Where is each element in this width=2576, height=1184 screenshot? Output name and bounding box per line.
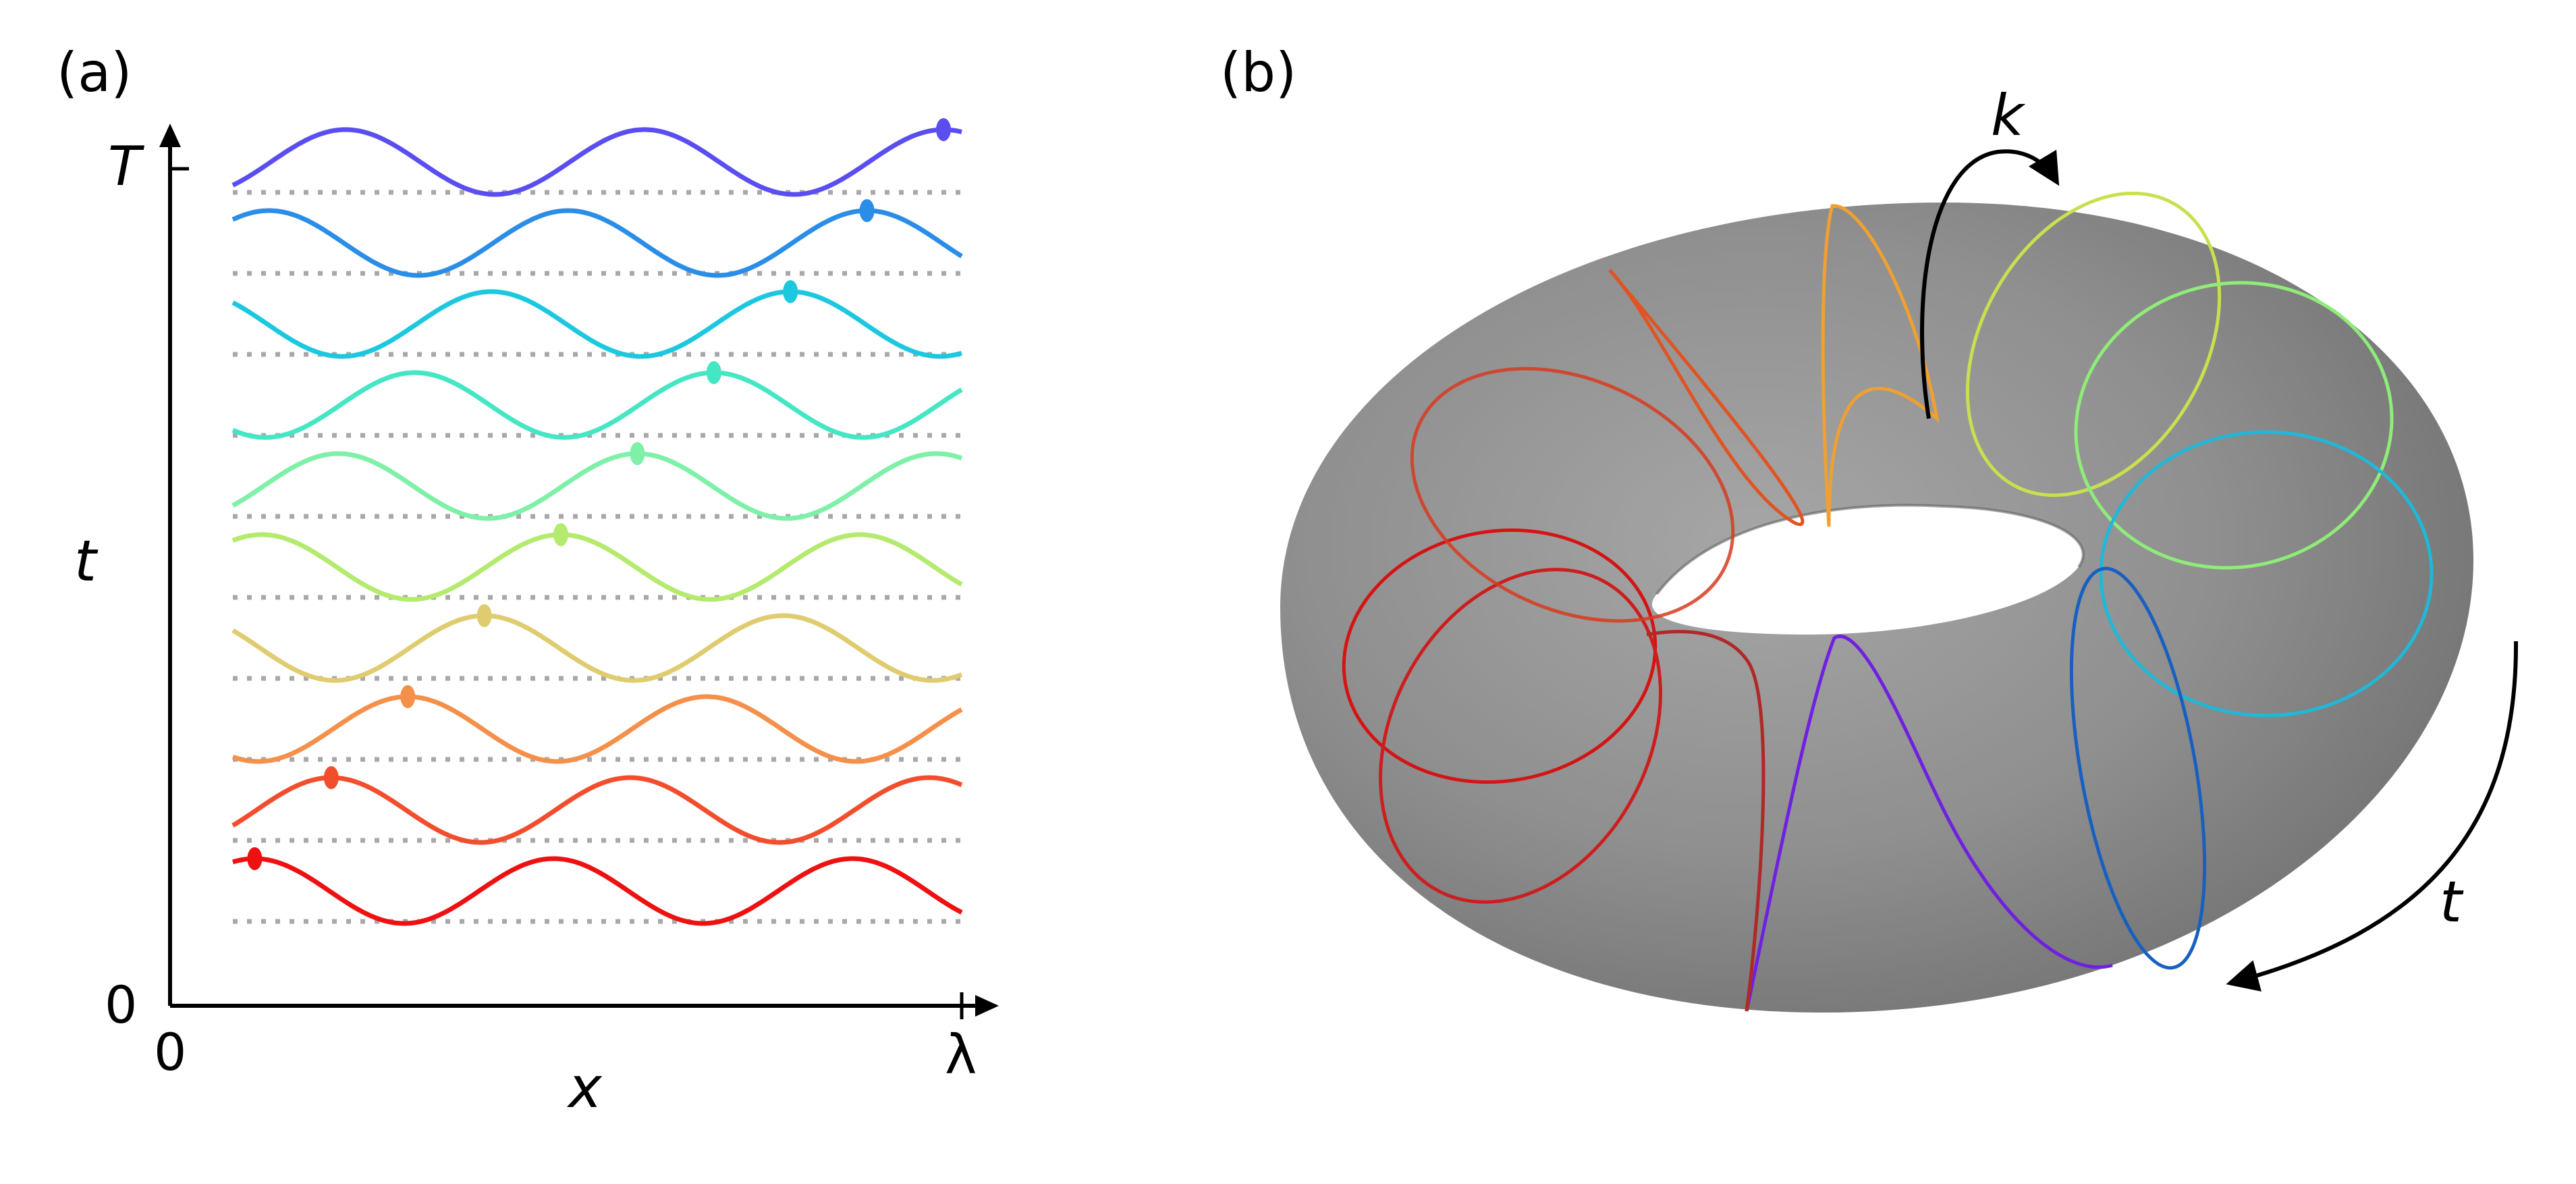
panel-b: (b) k t [1220, 41, 2519, 1013]
wave-curve [231, 532, 963, 602]
loop-3 [1410, 367, 1735, 623]
loop-2 [1379, 568, 1662, 904]
wave-curve [231, 208, 963, 278]
loop-8 [2099, 430, 2434, 718]
loop-7 [2074, 281, 2394, 570]
k-arrow [1920, 149, 2060, 419]
t-arrow [2226, 641, 2519, 992]
loop-6 [1965, 191, 2222, 497]
wave-marker [706, 361, 721, 384]
y-axis-label: t [74, 528, 99, 594]
x-tick-left-label: 0 [154, 1022, 186, 1082]
wave-marker [936, 118, 951, 141]
wave-marker [476, 604, 492, 627]
wave-curve [231, 856, 963, 926]
wave-curve [231, 370, 963, 440]
wave-group [231, 118, 963, 926]
wave-curve [231, 613, 963, 683]
panel-b-label: (b) [1220, 41, 1296, 104]
loop-5 [1821, 204, 1940, 527]
loop-4 [1608, 269, 1805, 527]
wave-curve [231, 451, 963, 521]
x-axis-arrow-icon [975, 995, 999, 1017]
wave-curve [231, 775, 963, 845]
wave-curve [231, 694, 963, 764]
panel-a-label: (a) [57, 41, 132, 104]
torus-inner-rim [1655, 504, 2085, 595]
y-axis-arrow-icon [159, 124, 181, 147]
wave-marker [400, 685, 416, 708]
torus-surface [1280, 203, 2473, 1013]
loop-10 [1745, 635, 2113, 1012]
panel-a: (a) T 0 0 λ x t [57, 41, 999, 1121]
k-arrow-label: k [1991, 82, 2026, 149]
y-tick-top-label: T [108, 135, 145, 198]
x-tick-right-label: λ [945, 1023, 977, 1086]
wave-marker [859, 199, 875, 222]
x-axis-label: x [566, 1054, 603, 1121]
wave-marker [247, 847, 263, 870]
wave-marker [630, 442, 645, 465]
wave-curve [231, 127, 962, 197]
wave-curve [231, 289, 962, 359]
t-arrow-label: t [2440, 869, 2464, 935]
wave-marker [323, 766, 339, 789]
wave-marker [783, 280, 798, 303]
torus-loops [1342, 191, 2434, 1012]
loop-9 [2069, 566, 2207, 970]
y-tick-bottom-label: 0 [105, 975, 137, 1035]
loop-11 [1646, 630, 1765, 1012]
wave-marker [553, 523, 568, 546]
loop-1 [1342, 528, 1657, 784]
